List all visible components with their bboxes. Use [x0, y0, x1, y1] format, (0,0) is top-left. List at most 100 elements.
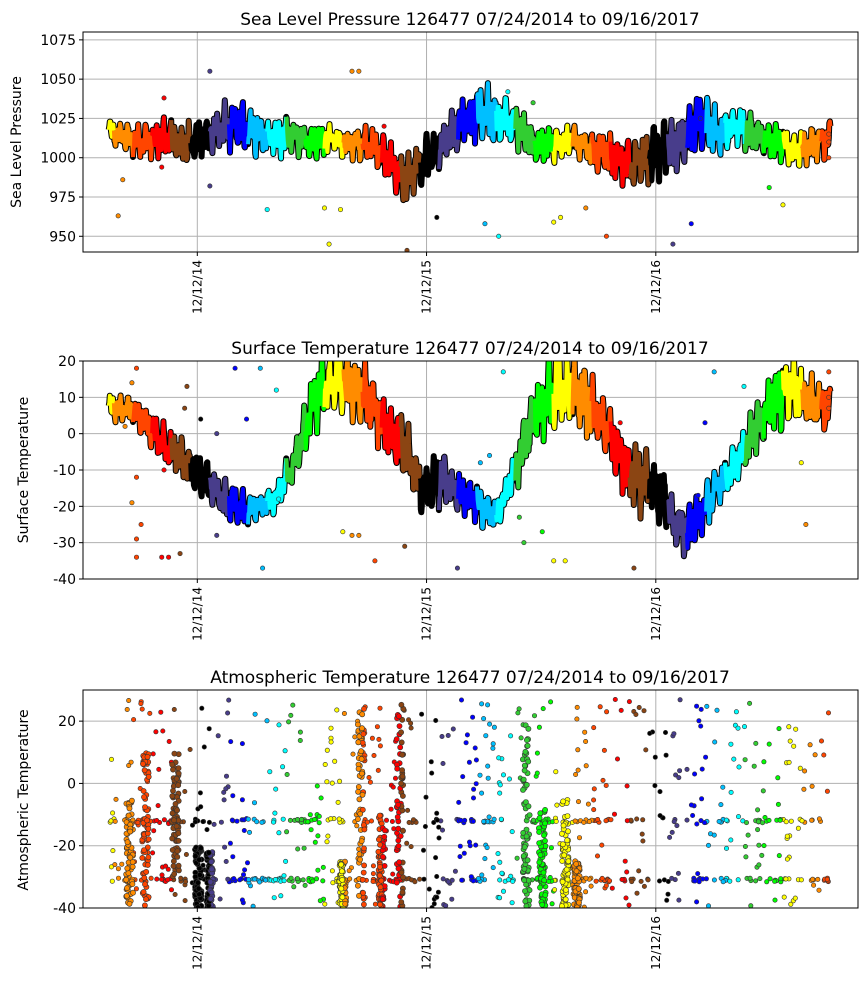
dense-point: [561, 852, 568, 859]
scatter-point: [711, 877, 717, 883]
scatter-point: [257, 879, 263, 885]
scatter-point: [470, 795, 476, 801]
outlier-point: [356, 532, 362, 538]
dense-point: [357, 856, 363, 863]
scatter-point: [572, 818, 578, 824]
dense-point: [207, 879, 214, 885]
scatter-point: [228, 739, 234, 745]
series-segment: [742, 110, 766, 154]
dense-point: [398, 869, 405, 876]
dense-point: [171, 871, 178, 877]
series-segment: [627, 442, 651, 521]
dense-point: [522, 898, 529, 905]
scatter-point: [204, 827, 210, 833]
scatter-point: [290, 702, 296, 708]
scatter-point: [714, 707, 720, 713]
scatter-point: [652, 783, 658, 789]
scatter-point: [575, 747, 581, 753]
dense-point: [338, 861, 344, 868]
outlier-point: [115, 213, 121, 219]
dense-point: [140, 761, 146, 767]
scatter-point: [288, 875, 294, 881]
outlier-point: [697, 115, 703, 121]
scatter-point: [332, 758, 338, 764]
dense-point: [397, 833, 404, 839]
scatter-point: [663, 752, 669, 758]
scatter-point: [364, 819, 370, 825]
scatter-point: [252, 800, 258, 806]
scatter-point: [583, 738, 589, 744]
x-tick-label: 12/12/15: [420, 916, 434, 970]
scatter-point: [200, 819, 206, 825]
scatter-point: [458, 697, 464, 703]
scatter-point: [481, 818, 487, 824]
dense-point: [574, 904, 580, 908]
scatter-point: [546, 878, 552, 884]
scatter-point: [509, 829, 515, 835]
x-tick-label: 12/12/14: [190, 260, 204, 314]
dense-point: [398, 780, 404, 787]
scatter-point: [267, 769, 273, 775]
scatter-point: [165, 877, 171, 883]
scatter-point: [276, 722, 282, 728]
scatter-point: [594, 853, 600, 859]
scatter-point: [640, 838, 646, 844]
scatter-point: [241, 872, 247, 878]
scatter-point: [435, 889, 441, 895]
scatter-point: [440, 876, 446, 882]
dense-point: [536, 815, 543, 821]
scatter-point: [408, 720, 414, 726]
scatter-point: [798, 877, 804, 883]
scatter-point: [391, 826, 397, 832]
dense-point: [144, 817, 150, 824]
dense-point: [361, 845, 367, 852]
series-segment: [360, 361, 384, 451]
series-segment: [341, 129, 365, 163]
outlier-point: [276, 496, 282, 502]
scatter-point: [775, 801, 781, 807]
scatter-point: [575, 799, 581, 805]
dense-point: [400, 874, 406, 881]
scatter-point: [825, 710, 831, 716]
outlier-point: [134, 365, 140, 371]
scatter-point: [591, 797, 597, 803]
scatter-point: [287, 817, 293, 823]
scatter-point: [434, 817, 440, 823]
dense-point: [536, 859, 543, 866]
outlier-point: [161, 467, 167, 473]
scatter-point: [720, 784, 726, 790]
scatter-point: [377, 705, 383, 711]
scatter-point: [490, 745, 496, 751]
series-segment: [781, 130, 804, 168]
scatter-point: [276, 830, 282, 836]
scatter-point: [151, 828, 157, 834]
scatter-point: [786, 759, 792, 765]
y-tick-label: 950: [49, 229, 76, 245]
outlier-point: [670, 241, 676, 247]
dense-point: [376, 812, 383, 819]
scatter-point: [764, 879, 770, 885]
scatter-point: [263, 877, 269, 883]
series-segment: [322, 361, 346, 416]
scatter-point: [694, 703, 700, 709]
scatter-point: [477, 772, 483, 778]
scatter-point: [439, 733, 445, 739]
dense-point: [356, 851, 363, 857]
scatter-point: [322, 901, 328, 907]
scatter-point: [138, 701, 144, 707]
scatter-point: [490, 741, 496, 747]
series-segment: [589, 131, 613, 174]
scatter-point: [390, 784, 396, 790]
scatter-point: [245, 860, 251, 866]
series-segment: [398, 413, 422, 492]
scatter-point: [433, 855, 439, 861]
scatter-point: [299, 816, 305, 822]
series-segment: [608, 421, 632, 496]
scatter-point: [706, 903, 711, 908]
scatter-point: [694, 821, 700, 827]
scatter-point: [497, 782, 503, 788]
dense-point: [173, 823, 180, 830]
dense-point: [359, 711, 366, 718]
dense-point: [141, 767, 148, 774]
dense-point: [396, 713, 402, 720]
